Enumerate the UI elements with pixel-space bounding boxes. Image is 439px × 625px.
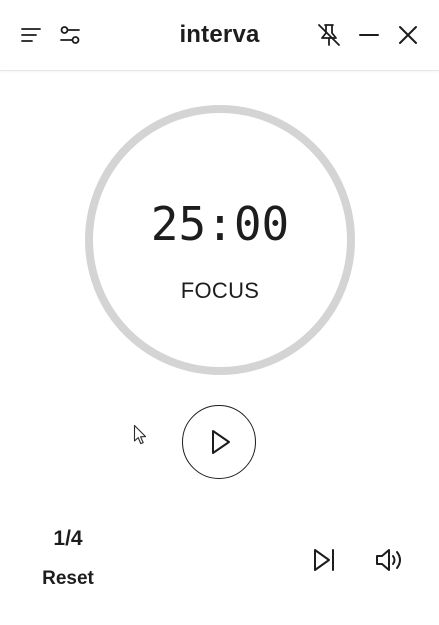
- pin-off-icon: [318, 24, 340, 46]
- mouse-cursor-icon: [133, 424, 147, 445]
- settings-button[interactable]: [54, 19, 86, 51]
- volume-button[interactable]: [371, 542, 407, 578]
- play-button[interactable]: [182, 405, 256, 479]
- close-button[interactable]: [392, 19, 424, 51]
- pin-button[interactable]: [313, 19, 345, 51]
- timer-display: 25:00: [150, 197, 290, 251]
- reset-button[interactable]: Reset: [42, 568, 94, 589]
- minimize-icon: [359, 34, 379, 36]
- sliders-icon: [60, 26, 80, 44]
- menu-icon: [21, 28, 41, 42]
- skip-button[interactable]: [306, 542, 342, 578]
- minimize-button[interactable]: [353, 19, 385, 51]
- round-counter: 1/4: [53, 527, 83, 550]
- timer-ring-track: [85, 105, 355, 375]
- phase-label: FOCUS: [180, 278, 260, 303]
- skip-forward-icon: [314, 549, 334, 571]
- title-bar: interva: [0, 0, 439, 71]
- menu-button[interactable]: [15, 19, 47, 51]
- timer-progress-ring: [84, 104, 356, 376]
- close-icon: [399, 26, 417, 44]
- volume-icon: [376, 549, 401, 571]
- play-icon: [212, 430, 230, 454]
